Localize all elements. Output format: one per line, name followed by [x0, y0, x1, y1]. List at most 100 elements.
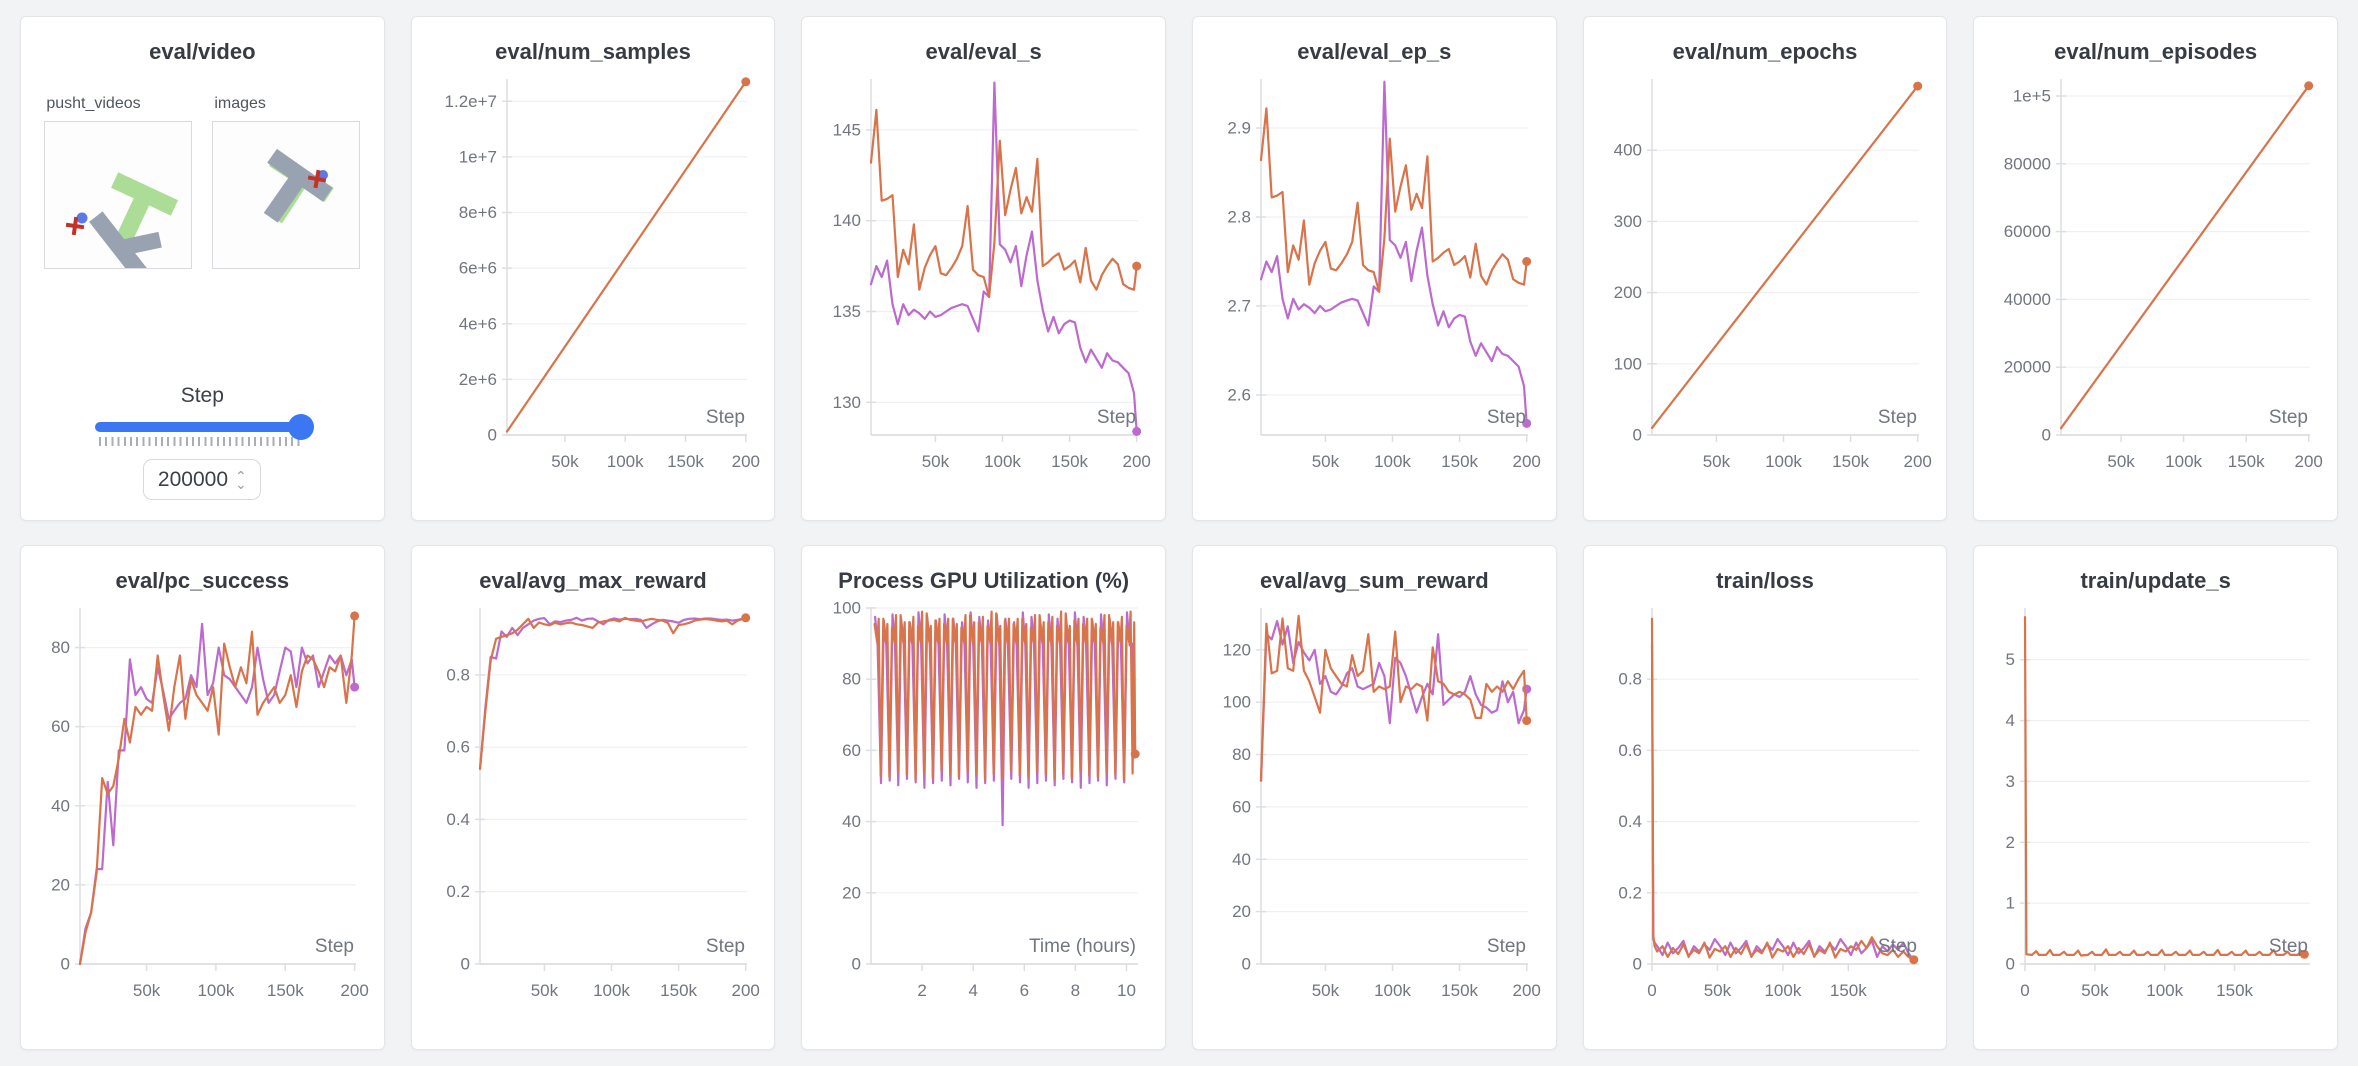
y-tick-label: 1e+7 — [459, 148, 497, 167]
chart-panel[interactable]: eval/pc_success 0 20 40 60 80 50k 100k 150k 200 S… — [20, 545, 385, 1050]
chart-plot: 0 2e+6 4e+6 6e+6 8e+6 1e+7 1.2e+7 50k 100k 150k 20… — [445, 77, 760, 471]
step-slider-thumb[interactable] — [288, 414, 315, 440]
media-thumb-images[interactable]: images — [212, 95, 361, 270]
series-line-run-purple — [79, 623, 357, 966]
goal-cross-icon — [66, 217, 85, 236]
x-tick-label: 2 — [917, 981, 926, 1000]
x-tick-label: 200 — [2294, 452, 2322, 471]
chart-panel[interactable]: eval/eval_ep_s 2.6 2.7 2.8 2.9 50k 100k 150k 20… — [1191, 16, 1557, 521]
y-tick-label: 200 — [1614, 283, 1642, 302]
series-line-run-orange — [79, 615, 357, 966]
y-tick-label: 0 — [1242, 955, 1251, 974]
pusht-target-t-shape — [111, 172, 179, 244]
chart-plot: 0 0.2 0.4 0.6 0.8 0 50k 100k 150k Step — [1618, 608, 1919, 1000]
y-tick-label: 80000 — [2003, 155, 2050, 174]
y-tick-label: 100 — [1223, 693, 1251, 712]
x-tick-label: 200 — [1122, 452, 1150, 471]
x-tick-label: 100k — [2165, 452, 2202, 471]
x-tick-label: 0 — [2020, 981, 2029, 1000]
x-tick-label: 200 — [1513, 981, 1541, 1000]
x-tick-label: 50k — [2081, 981, 2109, 1000]
chart-panel[interactable]: eval/num_epochs 0 100 200 300 400 50k 100k 150k… — [1582, 16, 1948, 521]
x-tick-label: 150k — [2227, 452, 2264, 471]
chart-title: eval/avg_max_reward — [479, 568, 707, 593]
chart-plot: 0 20000 40000 60000 80000 1e+5 50k 100k 150k 200 S… — [2003, 79, 2323, 471]
chart-panel[interactable]: eval/avg_max_reward 0 0.2 0.4 0.6 0.8 50k 100k… — [410, 545, 776, 1050]
y-tick-label: 130 — [832, 393, 860, 412]
x-tick-label: 100k — [1374, 452, 1411, 471]
y-tick-label: 0.6 — [1618, 741, 1642, 760]
chart-panel[interactable]: eval/num_episodes 0 20000 40000 60000 80000 1… — [1973, 16, 2338, 521]
chart-panel[interactable]: eval/avg_sum_reward 0 20 40 60 80 100 120 50k 10… — [1191, 545, 1557, 1050]
chart-title: eval/num_episodes — [2054, 39, 2258, 64]
y-tick-label: 20 — [51, 876, 70, 895]
step-input[interactable]: 200000 ⌃ ⌄ — [143, 459, 262, 500]
agent-dot-icon — [76, 212, 88, 224]
x-tick-label: 100k — [198, 981, 235, 1000]
y-tick-label: 0.4 — [1618, 812, 1642, 831]
y-tick-label: 2.7 — [1228, 297, 1252, 316]
y-tick-label: 0 — [61, 955, 70, 974]
step-slider-track[interactable] — [95, 414, 315, 440]
x-axis-label: Step — [706, 407, 745, 428]
y-tick-label: 120 — [1223, 641, 1251, 660]
spinner-up-icon[interactable]: ⌃ — [235, 467, 247, 484]
chart-title: eval/num_samples — [495, 39, 691, 64]
x-axis-label: Step — [706, 936, 745, 957]
x-tick-label: 50k — [921, 452, 949, 471]
x-tick-label: 10 — [1117, 981, 1136, 1000]
series-end-dot-run-purple — [1522, 684, 1532, 694]
series-end-dot-run-orange — [741, 77, 751, 87]
y-tick-label: 60 — [51, 718, 70, 737]
series-end-dot-run-orange — [1522, 257, 1532, 267]
images-frame[interactable] — [212, 121, 361, 270]
y-tick-label: 0.2 — [446, 883, 470, 902]
chart-panel[interactable]: train/update_s 0 1 2 3 4 5 0 50k 100k 150k Step — [1973, 545, 2338, 1050]
y-tick-label: 100 — [832, 600, 860, 618]
series-end-dot-run-purple — [1522, 419, 1532, 429]
chart-panel[interactable]: eval/eval_s 130 135 140 145 50k 100k 150k 200 St… — [801, 16, 1166, 521]
x-axis-label: Step — [1878, 936, 1917, 957]
pusht-video-frame[interactable] — [44, 121, 193, 279]
series-end-dot-run-orange — [1131, 261, 1141, 271]
y-tick-label: 40 — [842, 812, 861, 831]
series-line-run-orange — [1650, 617, 1915, 962]
y-tick-label: 4e+6 — [459, 315, 497, 334]
y-tick-label: 0.8 — [1618, 670, 1642, 689]
step-input-spinner[interactable]: ⌃ ⌄ — [235, 467, 247, 492]
spinner-down-icon[interactable]: ⌄ — [235, 475, 247, 492]
chart-panel[interactable]: Process GPU Utilization (%) 0 20 40 60 80 100… — [801, 545, 1166, 1050]
x-tick-label: 50k — [1703, 452, 1731, 471]
x-axis-label: Time (hours) — [1029, 936, 1136, 957]
series-line-run-purple — [1260, 620, 1529, 783]
series-end-dot-run-orange — [1130, 749, 1140, 759]
y-tick-label: 2.6 — [1228, 386, 1252, 405]
chart-title: eval/eval_s — [925, 39, 1042, 64]
step-slider[interactable] — [95, 414, 315, 446]
chart-plot: 130 135 140 145 50k 100k 150k 200 Step — [832, 79, 1151, 471]
x-tick-label: 200 — [1513, 452, 1541, 471]
x-axis-label: Step — [315, 936, 354, 957]
x-tick-label: 200 — [731, 981, 759, 1000]
series-line-run-orange — [505, 81, 747, 433]
media-panel-eval-video[interactable]: eval/video pusht_videos — [20, 16, 385, 521]
step-input-value[interactable]: 200000 — [157, 467, 228, 491]
chart-title: train/update_s — [2080, 568, 2231, 593]
chart-panel[interactable]: train/loss 0 0.2 0.4 0.6 0.8 0 50k 100k 150k Step — [1582, 545, 1948, 1050]
y-tick-label: 0 — [461, 955, 470, 974]
x-tick-label: 150k — [660, 981, 697, 1000]
y-tick-label: 2.8 — [1228, 208, 1252, 227]
media-thumb-label: images — [214, 95, 266, 113]
series-line-run-orange — [1260, 107, 1529, 294]
y-tick-label: 60000 — [2003, 222, 2050, 241]
y-tick-label: 0.4 — [446, 810, 470, 829]
chart-panel[interactable]: eval/num_samples 0 2e+6 4e+6 6e+6 8e+6 1e+7 1.… — [410, 16, 776, 521]
x-tick-label: 100k — [1374, 981, 1411, 1000]
chart-plot: 0 100 200 300 400 50k 100k 150k 200 Step — [1614, 79, 1932, 471]
media-thumb-pusht-videos[interactable]: pusht_videos — [44, 95, 193, 279]
series-line-run-purple — [1260, 80, 1529, 425]
y-tick-label: 145 — [832, 121, 860, 140]
chart-title: Process GPU Utilization (%) — [838, 568, 1130, 593]
x-axis-label: Step — [1487, 407, 1526, 428]
